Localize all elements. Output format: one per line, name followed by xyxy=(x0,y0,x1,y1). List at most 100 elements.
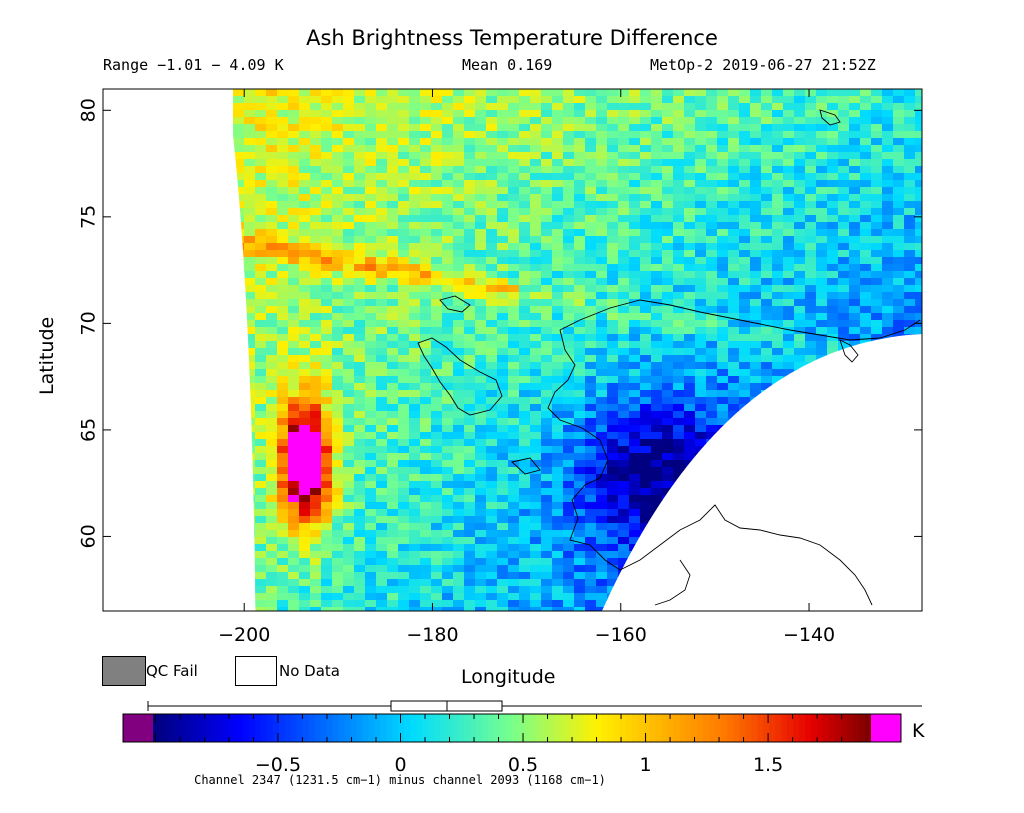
heatmap-cell xyxy=(772,313,784,321)
heatmap-cell xyxy=(695,124,707,132)
heatmap-cell xyxy=(915,201,922,209)
heatmap-cell xyxy=(255,355,267,363)
heatmap-cell xyxy=(871,278,883,286)
heatmap-cell xyxy=(310,145,322,153)
heatmap-cell xyxy=(618,488,630,496)
heatmap-cell xyxy=(464,145,476,153)
heatmap-cell xyxy=(288,243,300,251)
heatmap-cell xyxy=(244,236,256,244)
heatmap-cell xyxy=(255,474,267,482)
heatmap-cell xyxy=(453,131,465,139)
heatmap-cell xyxy=(420,411,432,419)
heatmap-cell xyxy=(508,229,520,237)
heatmap-cell xyxy=(475,159,487,167)
heatmap-cell xyxy=(486,236,498,244)
heatmap-cell xyxy=(761,341,773,349)
heatmap-cell xyxy=(629,355,641,363)
heatmap-cell xyxy=(508,131,520,139)
heatmap-cell xyxy=(585,173,597,181)
heatmap-cell xyxy=(651,411,663,419)
heatmap-cell xyxy=(530,551,542,559)
colorbar-segment xyxy=(727,714,734,742)
heatmap-cell xyxy=(376,145,388,153)
heatmap-cell xyxy=(464,593,476,601)
heatmap-cell xyxy=(453,376,465,384)
heatmap-cell xyxy=(849,208,861,216)
heatmap-cell xyxy=(486,306,498,314)
heatmap-cell xyxy=(530,201,542,209)
heatmap-cell xyxy=(662,292,674,300)
heatmap-cell xyxy=(607,355,619,363)
heatmap-cell xyxy=(585,404,597,412)
heatmap-cell xyxy=(310,320,322,328)
heatmap-cell xyxy=(255,369,267,377)
heatmap-cell xyxy=(475,208,487,216)
heatmap-cell xyxy=(519,572,531,580)
heatmap-cell xyxy=(794,278,806,286)
heatmap-cell xyxy=(651,446,663,454)
heatmap-cell xyxy=(552,586,564,594)
heatmap-cell xyxy=(464,257,476,265)
heatmap-cell xyxy=(299,495,311,503)
heatmap-cell xyxy=(904,166,916,174)
heatmap-cell xyxy=(541,383,553,391)
heatmap-cell xyxy=(849,103,861,111)
heatmap-cell xyxy=(805,145,817,153)
heatmap-cell xyxy=(618,418,630,426)
heatmap-cell xyxy=(310,208,322,216)
heatmap-cell xyxy=(299,299,311,307)
heatmap-cell xyxy=(673,138,685,146)
heatmap-cell xyxy=(717,159,729,167)
heatmap-cell xyxy=(255,208,267,216)
heatmap-cell xyxy=(629,166,641,174)
heatmap-cell xyxy=(651,474,663,482)
heatmap-cell xyxy=(442,593,454,601)
heatmap-cell xyxy=(464,418,476,426)
colorbar-segment xyxy=(817,714,824,742)
heatmap-cell xyxy=(266,96,278,104)
heatmap-cell xyxy=(728,173,740,181)
heatmap-cell xyxy=(431,432,443,440)
heatmap-cell xyxy=(882,292,894,300)
heatmap-cell xyxy=(684,390,696,398)
heatmap-cell xyxy=(673,173,685,181)
colorbar-segment xyxy=(673,714,681,742)
heatmap-cell xyxy=(574,201,586,209)
heatmap-cell xyxy=(464,201,476,209)
heatmap-cell xyxy=(739,369,751,377)
heatmap-cell xyxy=(420,390,432,398)
heatmap-cell xyxy=(574,474,586,482)
heatmap-cell xyxy=(893,257,905,265)
heatmap-cell xyxy=(354,173,366,181)
heatmap-cell xyxy=(640,180,652,188)
heatmap-cell xyxy=(530,439,542,447)
heatmap-cell xyxy=(805,334,817,342)
heatmap-cell xyxy=(585,362,597,370)
heatmap-cell xyxy=(827,243,839,251)
heatmap-cell xyxy=(420,89,432,97)
heatmap-cell xyxy=(563,579,575,587)
heatmap-cell xyxy=(508,572,520,580)
heatmap-cell xyxy=(640,292,652,300)
heatmap-cell xyxy=(508,516,520,524)
heatmap-cell xyxy=(574,166,586,174)
heatmap-cell xyxy=(695,117,707,125)
heatmap-cell xyxy=(706,271,718,279)
heatmap-cell xyxy=(574,411,586,419)
heatmap-cell xyxy=(497,257,509,265)
heatmap-cell xyxy=(343,215,355,223)
heatmap-cell xyxy=(431,369,443,377)
heatmap-cell xyxy=(662,285,674,293)
heatmap-cell xyxy=(618,222,630,230)
heatmap-cell xyxy=(453,306,465,314)
heatmap-cell xyxy=(442,467,454,475)
heatmap-cell xyxy=(288,460,300,468)
heatmap-cell xyxy=(288,229,300,237)
colorbar-segment xyxy=(266,714,274,742)
heatmap-cell xyxy=(343,145,355,153)
heatmap-cell xyxy=(607,411,619,419)
heatmap-cell xyxy=(849,180,861,188)
heatmap-cell xyxy=(508,96,520,104)
heatmap-cell xyxy=(420,404,432,412)
heatmap-cell xyxy=(563,285,575,293)
